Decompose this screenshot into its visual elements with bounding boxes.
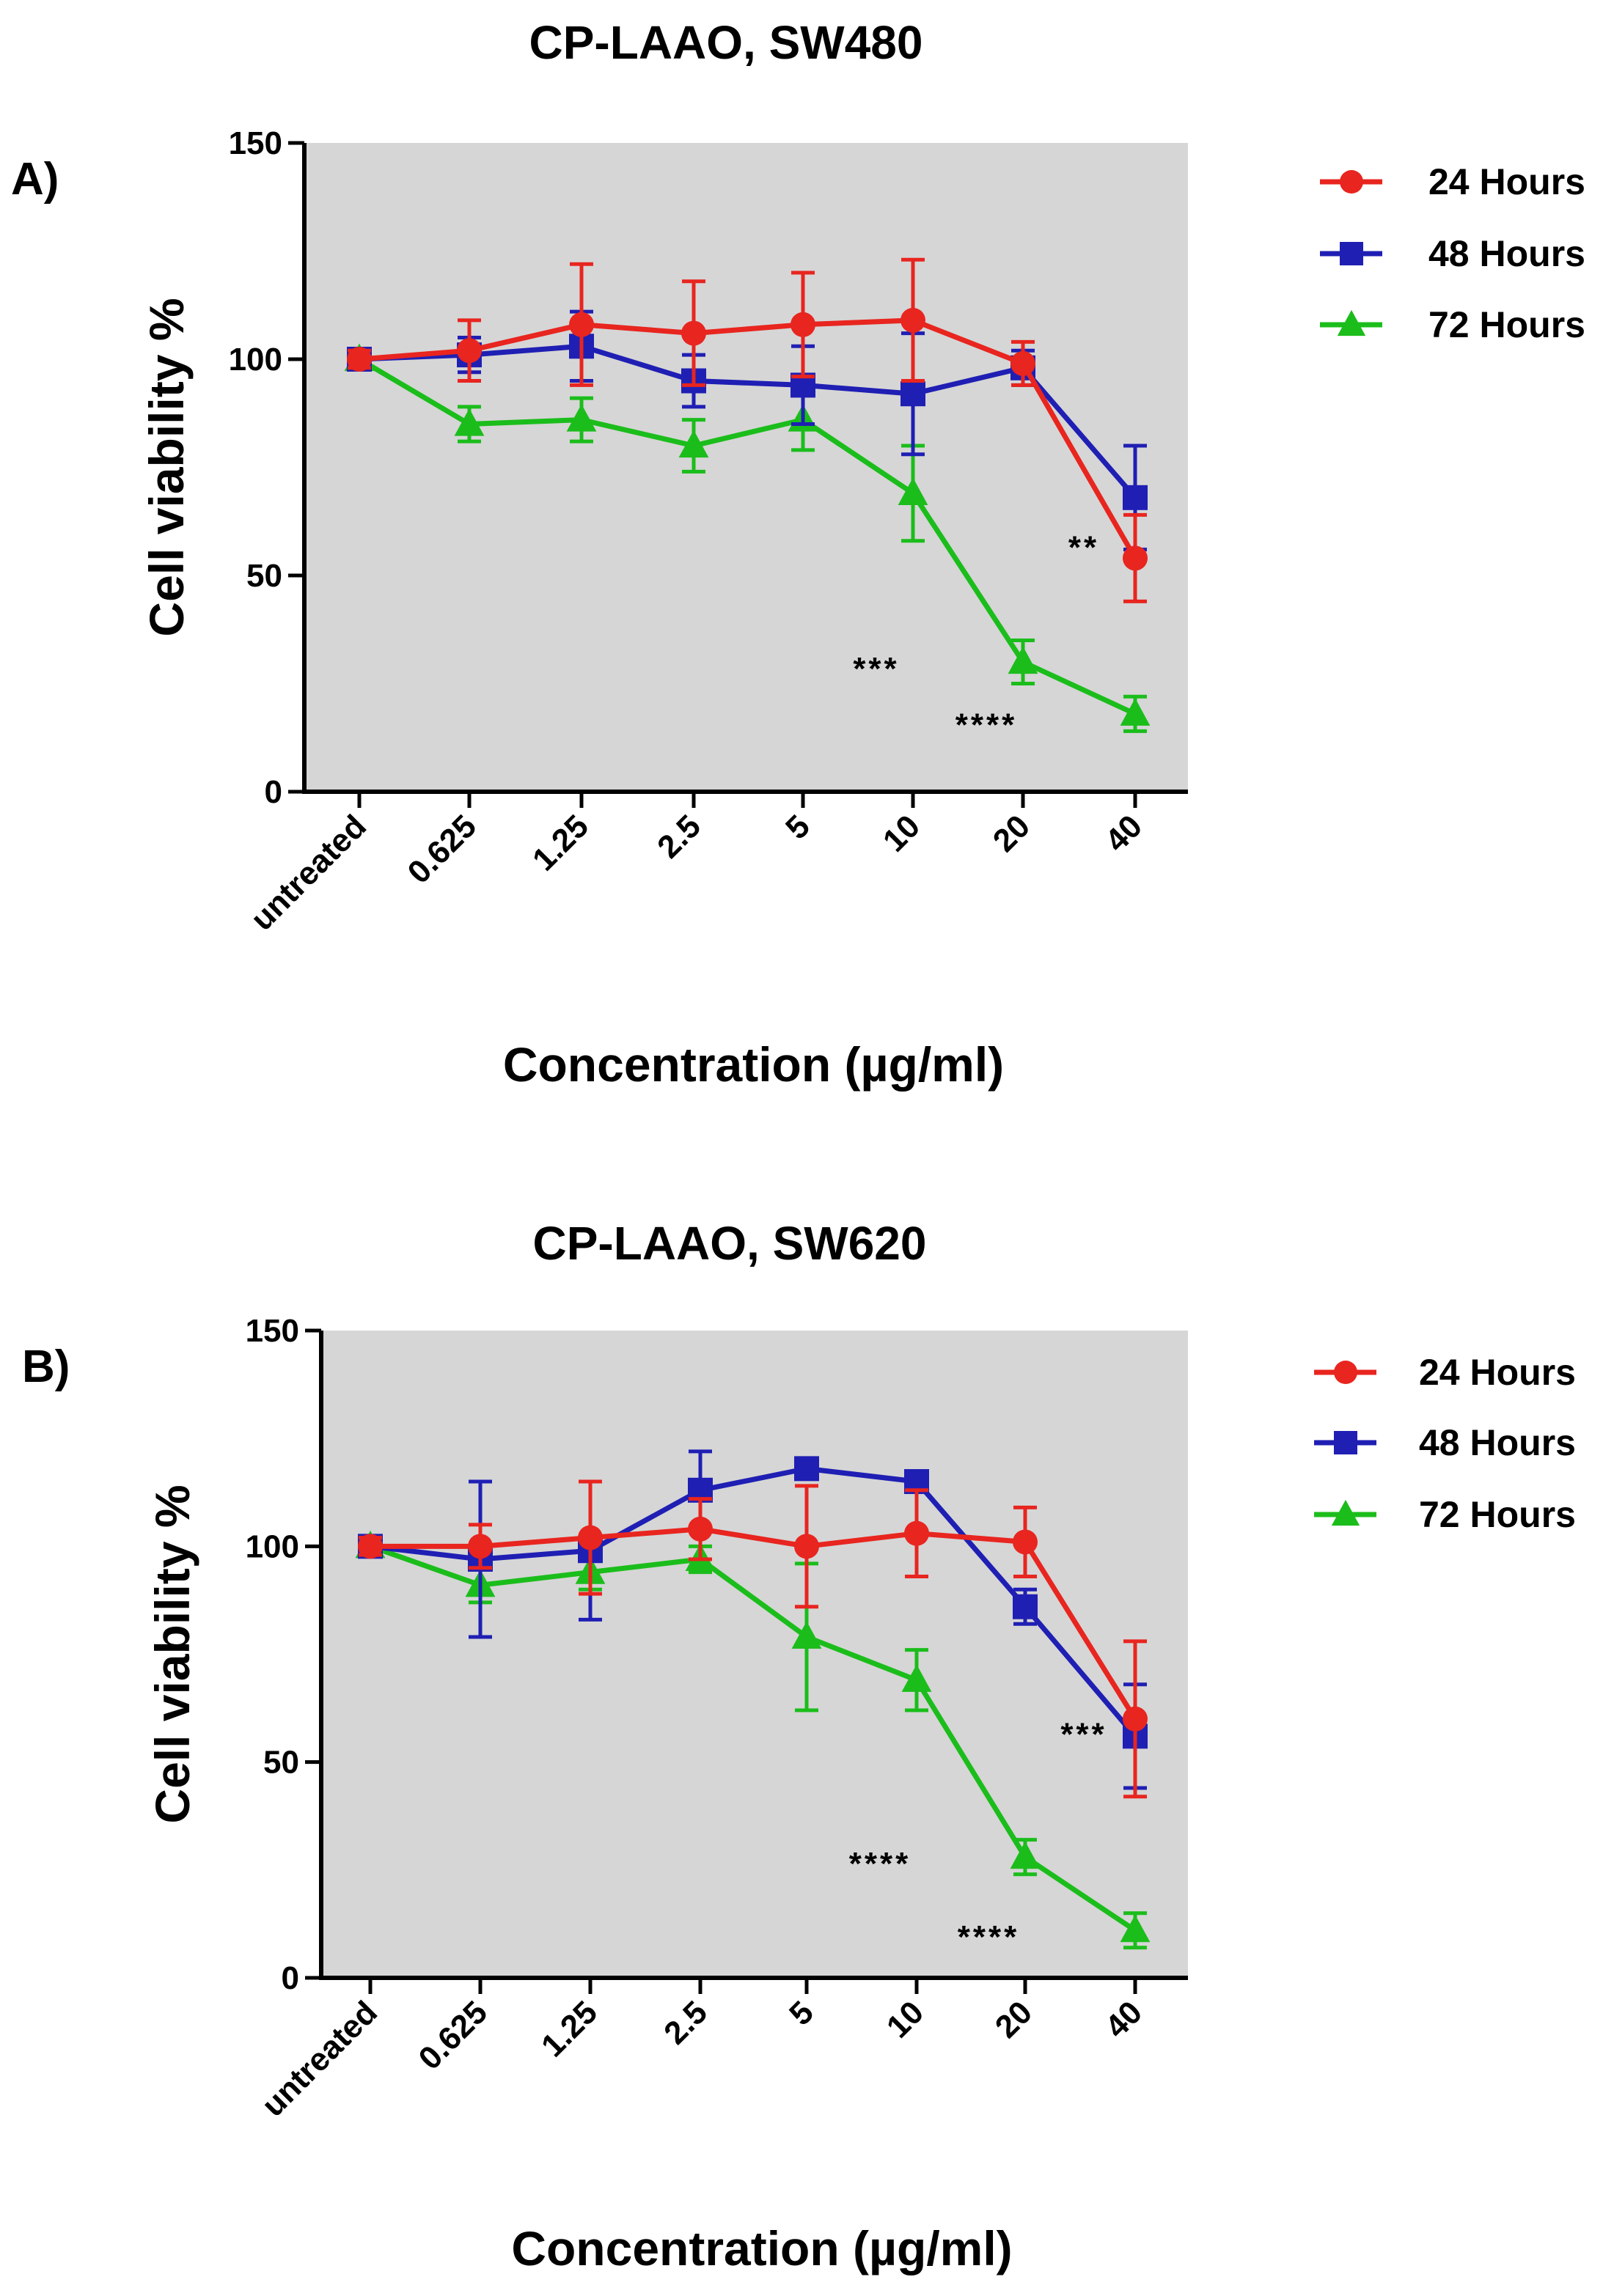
data-point (468, 1534, 493, 1559)
x-tick-label: 10 (880, 1994, 931, 2045)
data-point (678, 430, 709, 458)
data-point (794, 1456, 819, 1482)
legend-label: 24 Hours (1419, 1352, 1576, 1393)
data-point (454, 408, 485, 436)
x-axis-title: Concentration (µg/ml) (503, 1037, 1004, 1092)
legend-item: 48 Hours (1320, 233, 1585, 274)
panel-label: B) (22, 1342, 70, 1392)
data-point (688, 1516, 713, 1542)
y-axis-title: Cell viability % (145, 1484, 199, 1823)
legend-label: 48 Hours (1428, 233, 1585, 274)
x-tick-label: 0.625 (412, 1994, 495, 2077)
chart-title: CP-LAAO, SW480 (529, 16, 923, 69)
panel-label: A) (11, 154, 59, 205)
legend-item: 24 Hours (1314, 1352, 1576, 1393)
series-line (359, 343, 1137, 500)
data-point (1013, 1594, 1038, 1619)
x-tick-label: 20 (986, 808, 1037, 858)
data-point (347, 347, 372, 372)
plot-area (304, 143, 1188, 792)
data-point (791, 1621, 822, 1649)
x-tick-label: 1.25 (535, 1994, 604, 2064)
legend-marker (1334, 1431, 1357, 1454)
x-tick-label: 5 (779, 808, 817, 846)
series-line (370, 1526, 1137, 1721)
data-point (794, 1534, 819, 1559)
legend-marker (1334, 1361, 1357, 1384)
legend-marker (1337, 309, 1366, 336)
x-tick-label: 2.5 (657, 1994, 714, 2051)
x-tick-label: 1.25 (526, 808, 595, 877)
data-point (1008, 646, 1038, 674)
significance-annotation: **** (849, 1846, 911, 1882)
data-point (791, 312, 815, 337)
series-line (358, 356, 1137, 716)
legend-marker (1340, 170, 1363, 194)
data-point (900, 381, 925, 407)
significance-annotation: ** (1068, 530, 1099, 566)
data-point (1010, 350, 1035, 376)
legend-marker (1340, 242, 1363, 265)
y-tick-label: 100 (246, 1528, 299, 1564)
panel-b: CP-LAAO, SW620 B) 0 50 100 150 untreated 0.625 1… (22, 1217, 1576, 2275)
x-tick-label: untreated (244, 808, 373, 937)
series-line (370, 1465, 1137, 1738)
x-tick-label: 2.5 (650, 808, 708, 865)
x-axis-title: Concentration (µg/ml) (511, 2221, 1012, 2275)
x-tick-label: 20 (988, 1994, 1039, 2045)
data-point (569, 312, 594, 337)
x-tick-label: 5 (782, 1994, 821, 2032)
series-24-hours (358, 1479, 1148, 1799)
data-point (1120, 698, 1151, 726)
data-point (566, 404, 597, 432)
legend-label: 48 Hours (1419, 1422, 1576, 1463)
data-point (1123, 545, 1148, 571)
y-tick-label: 150 (229, 125, 282, 161)
series-24-hours (347, 257, 1148, 603)
data-point (358, 1534, 383, 1559)
legend-label: 72 Hours (1428, 304, 1585, 345)
series-72-hours (344, 343, 1151, 733)
x-tick-label: 10 (876, 808, 927, 858)
x-tick-label: untreated (255, 1994, 384, 2123)
data-point (900, 307, 925, 333)
x-tick-label: 0.625 (401, 808, 484, 891)
y-axis-title: Cell viability % (139, 298, 194, 636)
legend-item: 24 Hours (1320, 161, 1585, 202)
data-point (901, 1664, 932, 1692)
data-point (1123, 485, 1148, 510)
series-line (359, 317, 1138, 560)
legend-marker (1331, 1499, 1360, 1526)
data-point (1010, 1841, 1041, 1869)
chart-title: CP-LAAO, SW620 (533, 1217, 927, 1270)
data-point (1120, 1914, 1151, 1943)
y-tick-label: 0 (265, 774, 282, 810)
panel-a: CP-LAAO, SW480 A) 0 50 100 150 untreated 0.625 1… (11, 16, 1585, 1092)
significance-annotation: **** (958, 1919, 1020, 1955)
y-tick-label: 50 (263, 1745, 299, 1781)
y-tick-label: 100 (229, 342, 282, 378)
significance-annotation: *** (1060, 1716, 1107, 1752)
legend-label: 72 Hours (1419, 1494, 1576, 1535)
data-point (578, 1525, 603, 1550)
series-line (369, 1544, 1137, 1933)
legend-item: 72 Hours (1314, 1494, 1576, 1535)
legend-item: 48 Hours (1314, 1422, 1576, 1463)
y-tick-label: 150 (246, 1313, 299, 1349)
legend-label: 24 Hours (1428, 161, 1585, 202)
data-point (457, 338, 482, 364)
data-point (898, 477, 928, 505)
significance-annotation: *** (853, 651, 899, 687)
y-tick-label: 0 (282, 1960, 299, 1996)
legend-item: 72 Hours (1320, 304, 1585, 345)
significance-annotation: **** (955, 707, 1018, 743)
data-point (904, 1520, 929, 1546)
data-point (681, 320, 706, 346)
data-point (1013, 1529, 1038, 1555)
x-tick-label: 40 (1098, 1994, 1149, 2045)
data-point (1123, 1706, 1148, 1732)
y-tick-label: 50 (246, 558, 282, 594)
x-tick-label: 40 (1098, 808, 1149, 858)
